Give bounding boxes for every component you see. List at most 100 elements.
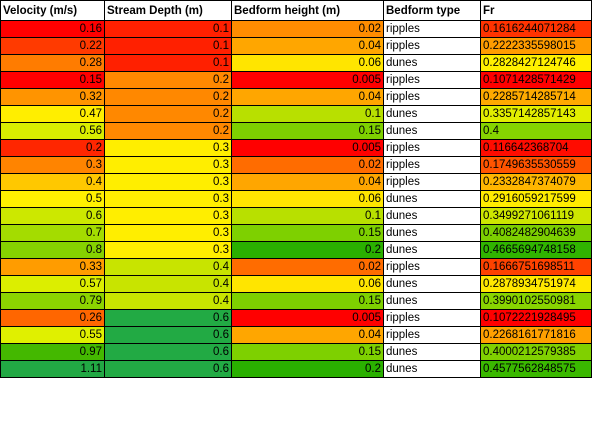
cell-fr[interactable]: 0.4082482904639 xyxy=(480,224,592,242)
cell-bedform-type[interactable]: dunes xyxy=(383,190,481,208)
cell-stream-depth[interactable]: 0.3 xyxy=(104,156,232,174)
cell-velocity[interactable]: 0.15 xyxy=(0,71,105,89)
cell-bedform-height[interactable]: 0.2 xyxy=(231,360,384,378)
cell-stream-depth[interactable]: 0.3 xyxy=(104,207,232,225)
cell-bedform-height[interactable]: 0.04 xyxy=(231,88,384,106)
cell-velocity[interactable]: 0.5 xyxy=(0,190,105,208)
cell-bedform-type[interactable]: dunes xyxy=(383,105,481,123)
cell-bedform-height[interactable]: 0.06 xyxy=(231,275,384,293)
cell-fr[interactable]: 0.2332847374079 xyxy=(480,173,592,191)
cell-stream-depth[interactable]: 0.6 xyxy=(104,326,232,344)
cell-bedform-height[interactable]: 0.15 xyxy=(231,224,384,242)
cell-fr[interactable]: 0.1749635530559 xyxy=(480,156,592,174)
cell-fr[interactable]: 0.2828427124746 xyxy=(480,54,592,72)
cell-fr[interactable]: 0.2222335598015 xyxy=(480,37,592,55)
cell-bedform-type[interactable]: ripples xyxy=(383,173,481,191)
cell-stream-depth[interactable]: 0.3 xyxy=(104,173,232,191)
cell-velocity[interactable]: 0.56 xyxy=(0,122,105,140)
cell-velocity[interactable]: 0.79 xyxy=(0,292,105,310)
cell-fr[interactable]: 0.4665694748158 xyxy=(480,241,592,259)
cell-stream-depth[interactable]: 0.4 xyxy=(104,258,232,276)
cell-fr[interactable]: 0.1666751698511 xyxy=(480,258,592,276)
cell-bedform-type[interactable]: ripples xyxy=(383,309,481,327)
cell-bedform-type[interactable]: ripples xyxy=(383,88,481,106)
cell-bedform-height[interactable]: 0.2 xyxy=(231,241,384,259)
cell-velocity[interactable]: 0.55 xyxy=(0,326,105,344)
cell-fr[interactable]: 0.1072221928495 xyxy=(480,309,592,327)
cell-bedform-height[interactable]: 0.04 xyxy=(231,326,384,344)
cell-bedform-type[interactable]: ripples xyxy=(383,258,481,276)
header-velocity[interactable]: Velocity (m/s) xyxy=(0,0,105,21)
cell-velocity[interactable]: 0.8 xyxy=(0,241,105,259)
cell-fr[interactable]: 0.116642368704 xyxy=(480,139,592,157)
cell-velocity[interactable]: 0.2 xyxy=(0,139,105,157)
cell-velocity[interactable]: 1.11 xyxy=(0,360,105,378)
cell-fr[interactable]: 0.2268161771816 xyxy=(480,326,592,344)
cell-velocity[interactable]: 0.33 xyxy=(0,258,105,276)
cell-bedform-type[interactable]: dunes xyxy=(383,343,481,361)
header-fr[interactable]: Fr xyxy=(480,0,592,21)
cell-bedform-type[interactable]: dunes xyxy=(383,224,481,242)
cell-stream-depth[interactable]: 0.3 xyxy=(104,190,232,208)
cell-bedform-height[interactable]: 0.06 xyxy=(231,190,384,208)
cell-bedform-height[interactable]: 0.02 xyxy=(231,258,384,276)
cell-velocity[interactable]: 0.47 xyxy=(0,105,105,123)
cell-stream-depth[interactable]: 0.4 xyxy=(104,292,232,310)
cell-bedform-height[interactable]: 0.15 xyxy=(231,122,384,140)
cell-fr[interactable]: 0.3499271061119 xyxy=(480,207,592,225)
cell-bedform-height[interactable]: 0.06 xyxy=(231,54,384,72)
header-bedform-height[interactable]: Bedform height (m) xyxy=(231,0,384,21)
cell-velocity[interactable]: 0.32 xyxy=(0,88,105,106)
cell-fr[interactable]: 0.1071428571429 xyxy=(480,71,592,89)
cell-velocity[interactable]: 0.26 xyxy=(0,309,105,327)
cell-bedform-height[interactable]: 0.15 xyxy=(231,343,384,361)
cell-bedform-type[interactable]: dunes xyxy=(383,360,481,378)
cell-velocity[interactable]: 0.97 xyxy=(0,343,105,361)
cell-fr[interactable]: 0.2285714285714 xyxy=(480,88,592,106)
cell-fr[interactable]: 0.1616244071284 xyxy=(480,20,592,38)
header-bedform-type[interactable]: Bedform type xyxy=(383,0,481,21)
cell-stream-depth[interactable]: 0.2 xyxy=(104,105,232,123)
cell-bedform-type[interactable]: dunes xyxy=(383,54,481,72)
cell-bedform-type[interactable]: ripples xyxy=(383,139,481,157)
header-stream-depth[interactable]: Stream Depth (m) xyxy=(104,0,232,21)
cell-bedform-type[interactable]: ripples xyxy=(383,326,481,344)
cell-bedform-height[interactable]: 0.15 xyxy=(231,292,384,310)
cell-stream-depth[interactable]: 0.3 xyxy=(104,224,232,242)
cell-velocity[interactable]: 0.7 xyxy=(0,224,105,242)
cell-stream-depth[interactable]: 0.1 xyxy=(104,37,232,55)
cell-stream-depth[interactable]: 0.6 xyxy=(104,360,232,378)
cell-bedform-type[interactable]: dunes xyxy=(383,122,481,140)
cell-stream-depth[interactable]: 0.3 xyxy=(104,241,232,259)
cell-stream-depth[interactable]: 0.2 xyxy=(104,71,232,89)
cell-fr[interactable]: 0.4577562848575 xyxy=(480,360,592,378)
cell-stream-depth[interactable]: 0.6 xyxy=(104,343,232,361)
cell-stream-depth[interactable]: 0.2 xyxy=(104,122,232,140)
cell-bedform-height[interactable]: 0.005 xyxy=(231,71,384,89)
cell-velocity[interactable]: 0.16 xyxy=(0,20,105,38)
cell-velocity[interactable]: 0.3 xyxy=(0,156,105,174)
cell-bedform-height[interactable]: 0.1 xyxy=(231,207,384,225)
cell-stream-depth[interactable]: 0.6 xyxy=(104,309,232,327)
cell-bedform-height[interactable]: 0.005 xyxy=(231,309,384,327)
cell-bedform-height[interactable]: 0.04 xyxy=(231,37,384,55)
cell-fr[interactable]: 0.2916059217599 xyxy=(480,190,592,208)
cell-bedform-type[interactable]: dunes xyxy=(383,241,481,259)
cell-bedform-height[interactable]: 0.04 xyxy=(231,173,384,191)
cell-velocity[interactable]: 0.57 xyxy=(0,275,105,293)
cell-bedform-type[interactable]: ripples xyxy=(383,156,481,174)
cell-stream-depth[interactable]: 0.1 xyxy=(104,54,232,72)
cell-bedform-height[interactable]: 0.1 xyxy=(231,105,384,123)
cell-bedform-type[interactable]: dunes xyxy=(383,207,481,225)
cell-stream-depth[interactable]: 0.1 xyxy=(104,20,232,38)
cell-fr[interactable]: 0.2878934751974 xyxy=(480,275,592,293)
cell-velocity[interactable]: 0.22 xyxy=(0,37,105,55)
cell-fr[interactable]: 0.4 xyxy=(480,122,592,140)
cell-bedform-type[interactable]: ripples xyxy=(383,71,481,89)
cell-stream-depth[interactable]: 0.4 xyxy=(104,275,232,293)
cell-velocity[interactable]: 0.6 xyxy=(0,207,105,225)
cell-bedform-height[interactable]: 0.02 xyxy=(231,156,384,174)
cell-stream-depth[interactable]: 0.2 xyxy=(104,88,232,106)
cell-velocity[interactable]: 0.4 xyxy=(0,173,105,191)
cell-fr[interactable]: 0.3357142857143 xyxy=(480,105,592,123)
